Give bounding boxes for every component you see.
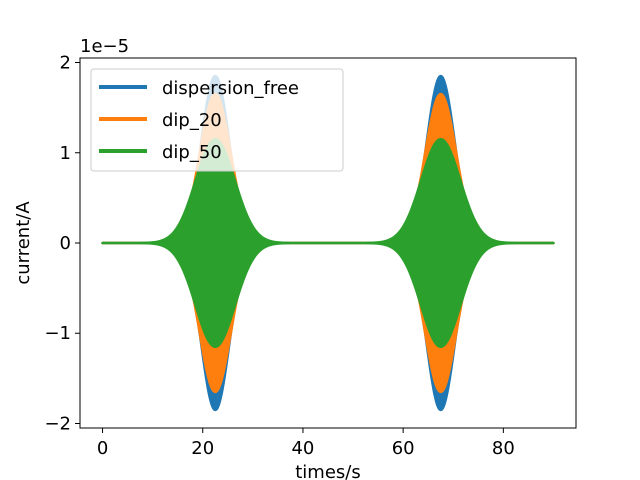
x-tick-label: 20 (191, 438, 214, 459)
y-tick-label: 0 (60, 233, 71, 254)
legend-label-dip_20: dip_20 (162, 110, 222, 131)
series-line-dip_50 (101, 137, 555, 349)
series-dip_50 (101, 137, 555, 349)
legend-label-dispersion_free: dispersion_free (162, 78, 299, 99)
x-tick-label: 40 (291, 438, 314, 459)
x-tick-label: 80 (492, 438, 515, 459)
y-tick-label: 2 (60, 53, 71, 74)
legend: dispersion_free dip_20 dip_50 (90, 68, 344, 172)
legend-label-dip_50: dip_50 (162, 142, 222, 163)
legend-box (90, 68, 344, 172)
y-axis-label: current/A (13, 201, 34, 285)
x-tick-label: 0 (97, 438, 108, 459)
x-axis-label: times/s (295, 462, 361, 480)
y-tick-label: 1 (60, 143, 71, 164)
x-axis: 0 20 40 60 80 (97, 428, 515, 459)
y-tick-label: −1 (44, 323, 71, 344)
y-offset-label: 1e−5 (80, 36, 129, 57)
y-axis: −2 −1 0 1 2 (44, 53, 80, 434)
x-tick-label: 60 (392, 438, 415, 459)
y-tick-label: −2 (44, 413, 71, 434)
